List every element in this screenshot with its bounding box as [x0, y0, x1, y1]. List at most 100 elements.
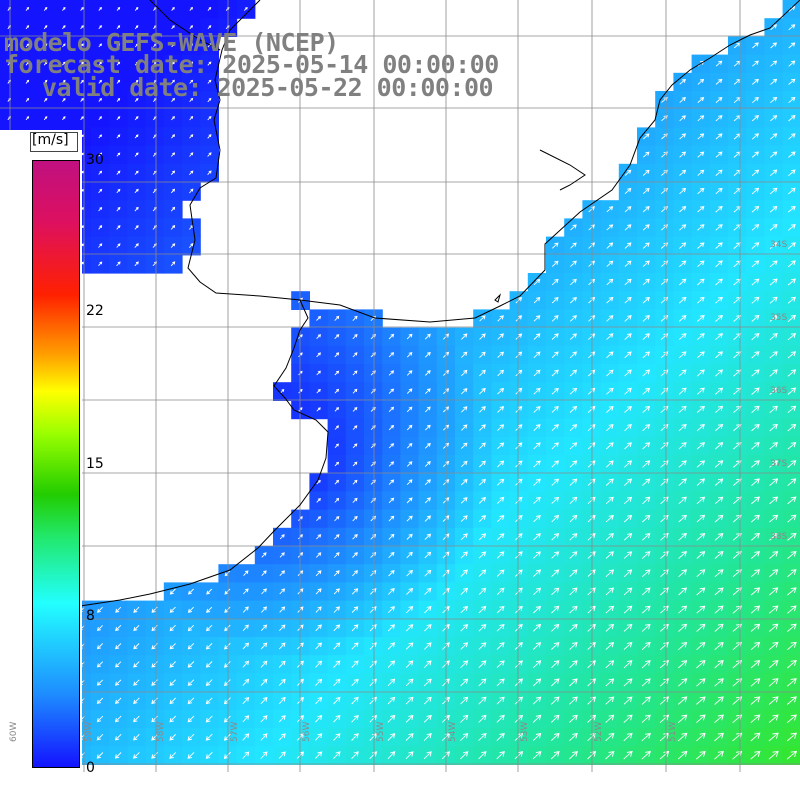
wind-arrow: [751, 387, 760, 395]
wind-arrow: [770, 78, 778, 85]
wind-arrow: [678, 333, 687, 341]
wind-arrow: [388, 587, 395, 595]
wind-arrow: [169, 606, 176, 613]
wind-arrow: [151, 679, 158, 686]
wind-arrow: [496, 714, 505, 723]
wind-arrow: [478, 605, 487, 614]
wind-arrow: [769, 478, 779, 487]
wind-arrow: [550, 714, 560, 723]
wind-arrow: [787, 296, 796, 304]
wind-arrow: [641, 623, 651, 632]
wind-arrow: [623, 605, 633, 614]
wind-arrow: [496, 624, 505, 632]
wind-arrow: [406, 587, 414, 595]
wind-arrow: [96, 752, 104, 759]
wind-arrow: [660, 514, 669, 523]
wind-arrow: [788, 169, 796, 177]
wind-arrow: [424, 624, 432, 632]
wind-arrow: [224, 624, 231, 632]
wind-arrow: [787, 587, 797, 596]
wind-arrow: [678, 278, 687, 286]
wind-arrow: [334, 352, 340, 358]
wind-arrow: [679, 187, 687, 195]
wind-arrow: [551, 424, 559, 432]
wind-arrow: [569, 297, 577, 304]
wind-arrow: [623, 678, 633, 687]
wind-arrow: [642, 442, 651, 450]
wind-arrow: [207, 134, 212, 139]
wind-arrow: [278, 696, 286, 705]
wind-arrow: [406, 424, 413, 431]
wind-arrow: [316, 516, 322, 522]
wind-arrow: [769, 351, 778, 359]
wind-arrow: [207, 97, 212, 103]
wind-arrow: [715, 187, 723, 195]
wind-arrow: [569, 587, 578, 596]
wind-arrow: [696, 405, 705, 413]
wind-arrow: [696, 732, 706, 742]
wind-arrow: [714, 623, 724, 632]
wind-arrow: [114, 752, 122, 759]
wind-arrow: [787, 314, 796, 322]
wind-arrow: [479, 387, 486, 395]
wind-arrow: [98, 152, 103, 157]
wind-arrow: [43, 97, 48, 102]
wind-arrow: [461, 369, 468, 377]
colorbar-units-box: [30, 132, 78, 152]
wind-arrow: [715, 205, 723, 213]
wind-arrow: [551, 587, 560, 596]
wind-arrow: [696, 750, 706, 760]
wind-arrow: [497, 424, 505, 431]
wind-arrow: [623, 696, 633, 705]
wind-arrow: [769, 423, 778, 432]
wind-arrow: [116, 134, 121, 139]
wind-arrow: [659, 714, 670, 723]
colorbar-gradient: [32, 160, 80, 768]
wind-arrow: [478, 714, 487, 723]
wind-arrow: [697, 97, 705, 103]
wind-arrow: [278, 715, 286, 723]
wind-arrow: [189, 134, 194, 139]
wind-arrow: [643, 133, 650, 140]
wind-arrow: [387, 733, 396, 741]
wind-arrow: [660, 478, 669, 486]
wind-arrow: [116, 225, 121, 230]
wind-arrow: [316, 479, 321, 485]
wind-arrow: [697, 260, 705, 268]
wind-arrow: [697, 187, 705, 195]
wind-arrow: [406, 442, 413, 449]
wind-arrow: [569, 660, 578, 669]
wind-arrow: [352, 370, 358, 376]
wind-arrow: [551, 478, 560, 486]
wind-arrow: [25, 79, 30, 84]
wind-arrow: [678, 442, 687, 450]
wind-arrow: [424, 333, 431, 340]
wind-arrow: [660, 351, 669, 359]
wind-arrow: [787, 442, 797, 450]
wind-arrow: [550, 678, 560, 687]
wind-arrow: [496, 569, 505, 577]
wind-arrow: [388, 352, 395, 358]
wind-arrow: [569, 714, 578, 723]
wind-arrow: [170, 224, 176, 230]
wind-arrow: [205, 733, 213, 741]
wind-arrow: [207, 25, 212, 30]
wind-arrow: [478, 642, 487, 650]
wind-arrow: [461, 388, 468, 395]
wind-arrow: [714, 750, 724, 760]
wind-arrow: [641, 750, 651, 760]
wind-arrow: [624, 442, 632, 450]
wind-arrow: [205, 679, 213, 687]
wind-arrow: [770, 96, 778, 104]
wind-arrow: [679, 224, 687, 231]
wind-arrow: [569, 333, 577, 340]
wind-arrow: [696, 551, 706, 559]
wind-arrow: [333, 606, 340, 613]
wind-arrow: [370, 533, 377, 540]
wind-arrow: [569, 387, 578, 395]
wind-arrow: [697, 296, 705, 304]
wind-arrow: [478, 460, 486, 468]
wind-arrow: [678, 296, 687, 304]
wind-arrow: [25, 43, 30, 48]
wind-arrow: [515, 351, 523, 359]
